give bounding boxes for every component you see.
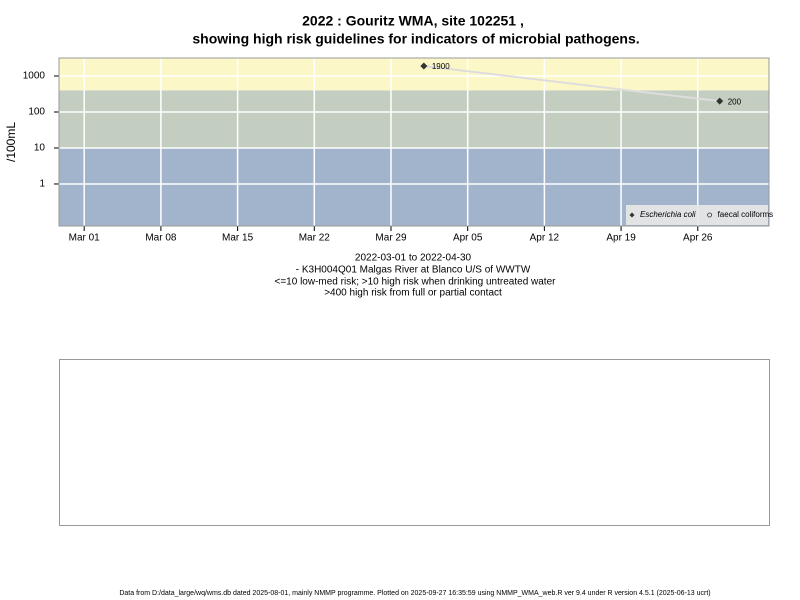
legend-marker (707, 212, 712, 218)
x-tick-label: Mar 29 (375, 233, 407, 244)
x-tick-label: Apr 05 (453, 233, 483, 244)
chart-subtitle: showing high risk guidelines for indicat… (192, 31, 639, 47)
data-point (716, 97, 724, 105)
risk-band (59, 58, 769, 91)
x-tick-label: Apr 12 (530, 233, 560, 244)
data-label: 1900 (432, 62, 450, 71)
y-tick-label: 10 (34, 143, 46, 154)
note: - K3H004Q01 Malgas River at Blanco U/S o… (296, 265, 531, 276)
note: <=10 low-med risk; >10 high risk when dr… (275, 277, 557, 288)
y-tick-label: 100 (28, 107, 45, 118)
legend-label: faecal coliforms (718, 210, 774, 219)
legend-box (626, 205, 768, 225)
note: 2022-03-01 to 2022-04-30 (355, 253, 472, 264)
x-tick-label: Mar 08 (145, 233, 177, 244)
empty-panel (59, 359, 770, 526)
legend-marker (629, 212, 635, 218)
y-tick-label: 1000 (23, 71, 46, 82)
chart-title: 2022 : Gouritz WMA, site 102251 , (302, 13, 524, 29)
x-tick-label: Mar 22 (299, 233, 331, 244)
x-tick-label: Mar 15 (222, 233, 254, 244)
footer: Data from D:/data_large/wq/wms.db dated … (119, 590, 710, 597)
plot-frame (58, 57, 770, 227)
risk-band (59, 90, 769, 148)
legend-label: Escherichia coli (640, 210, 696, 219)
y-tick-label: 1 (39, 179, 45, 190)
x-tick-label: Mar 01 (69, 233, 101, 244)
data-label: 200 (728, 97, 742, 106)
x-tick-label: Apr 26 (683, 233, 713, 244)
data-point (420, 62, 428, 70)
y-axis-label: /100mL (4, 122, 18, 162)
series-line (423, 64, 720, 103)
x-tick-label: Apr 19 (606, 233, 636, 244)
note: >400 high risk from full or partial cont… (324, 288, 502, 299)
